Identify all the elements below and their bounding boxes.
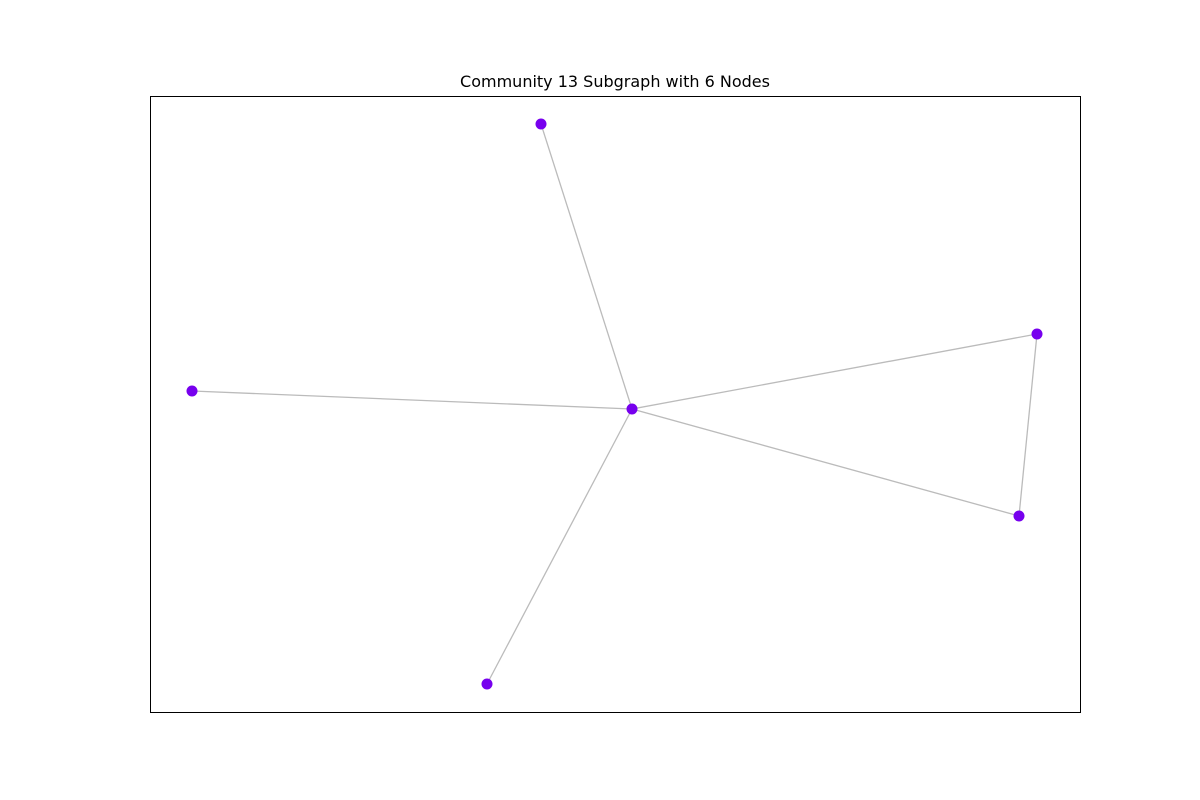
graph-edge-n0-n5 bbox=[486, 408, 633, 685]
graph-title: Community 13 Subgraph with 6 Nodes bbox=[460, 72, 770, 91]
graph-node-n5 bbox=[481, 678, 493, 690]
graph-edge-n0-n2 bbox=[191, 390, 633, 410]
graph-node-n1 bbox=[535, 118, 547, 130]
graph-edge-n0-n4 bbox=[631, 408, 1020, 517]
edges-layer bbox=[191, 123, 1038, 685]
plot-frame bbox=[150, 96, 1081, 713]
graph-edge-n0-n3 bbox=[631, 333, 1038, 410]
graph-edge-n0-n1 bbox=[540, 123, 633, 410]
graph-edge-n3-n4 bbox=[1018, 333, 1038, 517]
graph-node-n4 bbox=[1013, 510, 1025, 522]
nodes-layer bbox=[186, 118, 1043, 690]
graph-node-n2 bbox=[186, 385, 198, 397]
graph-node-n0 bbox=[626, 403, 638, 415]
graph-node-n3 bbox=[1031, 328, 1043, 340]
